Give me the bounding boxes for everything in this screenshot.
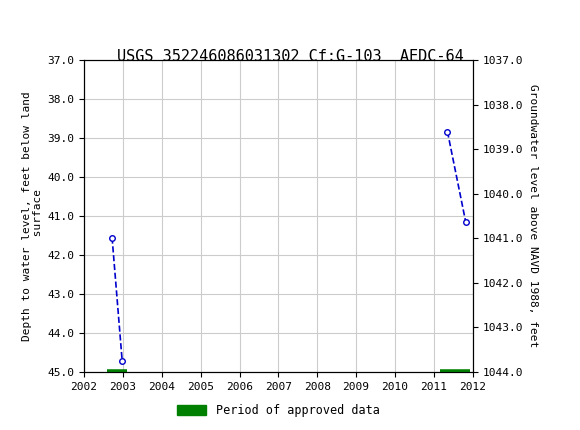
Text: USGS 352246086031302 Cf:G-103  AEDC-64: USGS 352246086031302 Cf:G-103 AEDC-64 — [117, 49, 463, 64]
Y-axis label: Groundwater level above NAVD 1988, feet: Groundwater level above NAVD 1988, feet — [528, 84, 538, 348]
Y-axis label: Depth to water level, feet below land
 surface: Depth to water level, feet below land su… — [21, 91, 44, 341]
Legend: Period of approved data: Period of approved data — [172, 399, 385, 422]
Text: ≋: ≋ — [9, 9, 32, 37]
Text: USGS: USGS — [41, 12, 104, 33]
